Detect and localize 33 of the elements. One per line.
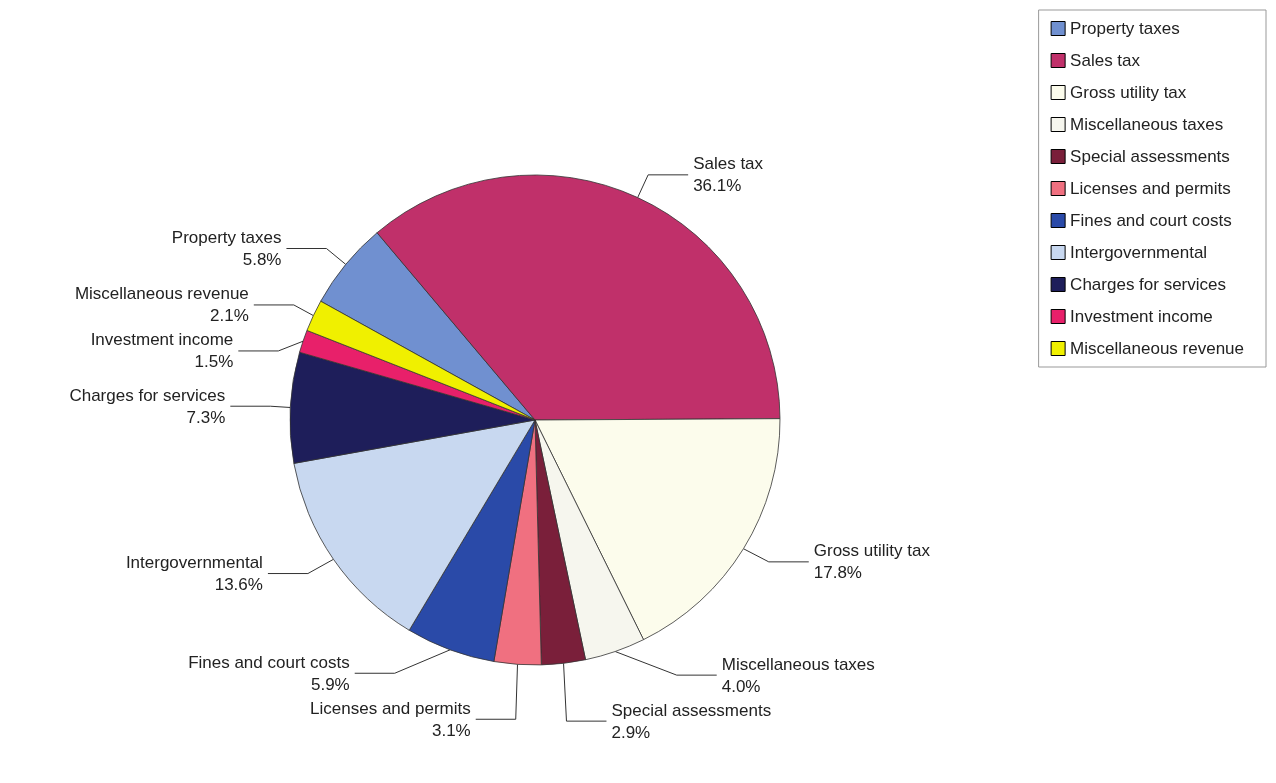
data-label: 2.1% [210,306,249,326]
legend-label: Charges for services [1070,275,1227,294]
data-label: 2.9% [611,722,651,742]
slice-label: Fines and court costs [188,652,350,672]
slice-label: Charges for services [69,385,226,405]
data-label: 17.8% [813,563,862,583]
data-label: 4.0% [721,676,761,696]
legend-label: Miscellaneous taxes [1070,115,1224,134]
data-label: 3.1% [431,720,471,740]
data-label: 5.8% [242,250,282,270]
data-label: 36.1% [693,176,742,196]
legend-label: Sales tax [1070,51,1141,70]
legend-label: Licenses and permits [1070,179,1231,198]
slice-label: Property taxes [171,228,282,248]
legend-label: Investment income [1070,307,1213,326]
slice-label: Miscellaneous taxes [721,654,875,674]
slice-label: Special assessments [611,700,772,720]
legend-label: Property taxes [1070,19,1180,38]
slice-label: Intergovernmental [125,553,263,573]
slice-label: Sales tax [693,154,764,174]
slice-label: Miscellaneous revenue [74,284,249,304]
data-label: 7.3% [186,407,226,427]
legend-label: Fines and court costs [1070,211,1232,230]
legend-label: Special assessments [1070,147,1230,166]
legend-label: Intergovernmental [1070,243,1208,262]
slice-label: Investment income [90,330,234,350]
legend-label: Gross utility tax [1070,83,1187,102]
data-label: 5.9% [310,674,350,694]
legend-label: Miscellaneous revenue [1070,339,1245,358]
data-label: 1.5% [194,352,234,372]
slice-label: Gross utility tax [813,541,931,561]
slice-label: Licenses and permits [310,698,471,718]
data-label: 13.6% [214,575,263,595]
